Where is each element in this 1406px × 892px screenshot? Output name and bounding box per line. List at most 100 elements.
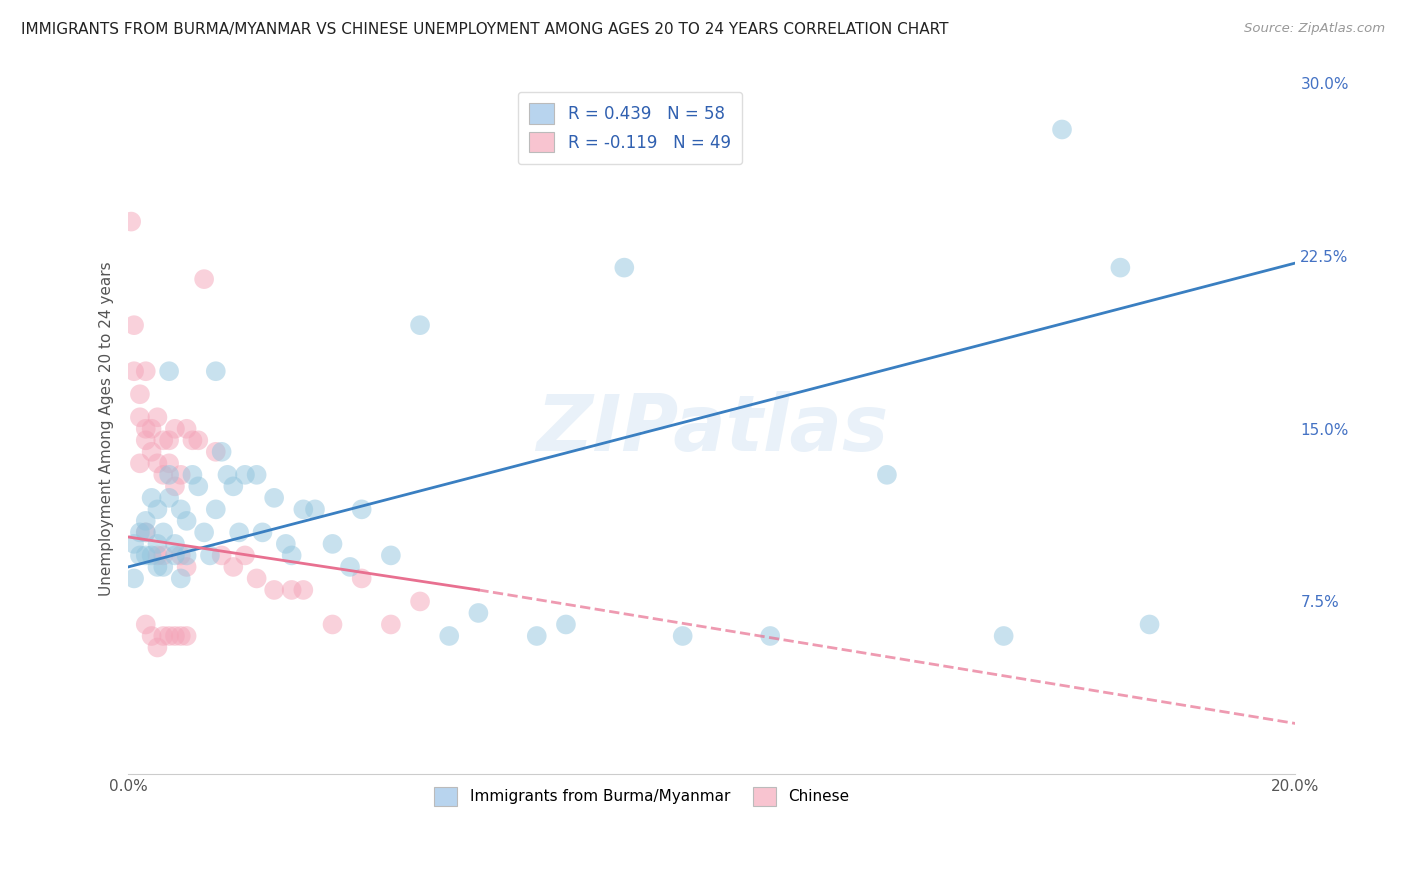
Text: Source: ZipAtlas.com: Source: ZipAtlas.com	[1244, 22, 1385, 36]
Point	[157, 467, 180, 482]
Point	[146, 410, 169, 425]
Point	[152, 629, 174, 643]
Point	[129, 410, 152, 425]
Point	[217, 467, 239, 482]
Point	[122, 364, 145, 378]
Point	[170, 549, 193, 563]
Point	[439, 629, 461, 643]
Point	[380, 549, 402, 563]
Point	[526, 629, 548, 643]
Text: ZIPatlas: ZIPatlas	[536, 391, 889, 467]
Point	[135, 617, 157, 632]
Point	[135, 525, 157, 540]
Point	[176, 514, 198, 528]
Point	[292, 582, 315, 597]
Point	[1050, 122, 1073, 136]
Point	[211, 549, 233, 563]
Point	[280, 549, 302, 563]
Point	[1139, 617, 1161, 632]
Point	[152, 525, 174, 540]
Point	[176, 560, 198, 574]
Point	[141, 491, 163, 505]
Point	[122, 537, 145, 551]
Point	[176, 549, 198, 563]
Point	[228, 525, 250, 540]
Point	[409, 318, 432, 333]
Point	[222, 560, 245, 574]
Point	[350, 571, 373, 585]
Point	[876, 467, 898, 482]
Point	[157, 434, 180, 448]
Point	[246, 571, 269, 585]
Point	[321, 537, 343, 551]
Point	[157, 456, 180, 470]
Point	[193, 525, 215, 540]
Point	[555, 617, 578, 632]
Point	[146, 502, 169, 516]
Point	[222, 479, 245, 493]
Point	[157, 491, 180, 505]
Point	[181, 434, 204, 448]
Point	[120, 214, 142, 228]
Point	[122, 318, 145, 333]
Point	[233, 549, 256, 563]
Point	[304, 502, 326, 516]
Point	[613, 260, 636, 275]
Point	[152, 549, 174, 563]
Point	[409, 594, 432, 608]
Text: IMMIGRANTS FROM BURMA/MYANMAR VS CHINESE UNEMPLOYMENT AMONG AGES 20 TO 24 YEARS : IMMIGRANTS FROM BURMA/MYANMAR VS CHINESE…	[21, 22, 949, 37]
Point	[170, 629, 193, 643]
Point	[135, 514, 157, 528]
Point	[321, 617, 343, 632]
Legend: Immigrants from Burma/Myanmar, Chinese: Immigrants from Burma/Myanmar, Chinese	[425, 778, 858, 814]
Point	[176, 629, 198, 643]
Point	[467, 606, 489, 620]
Point	[170, 502, 193, 516]
Point	[135, 549, 157, 563]
Point	[993, 629, 1015, 643]
Point	[170, 467, 193, 482]
Point	[152, 434, 174, 448]
Point	[204, 364, 226, 378]
Point	[157, 629, 180, 643]
Point	[233, 467, 256, 482]
Point	[163, 629, 186, 643]
Point	[380, 617, 402, 632]
Point	[152, 467, 174, 482]
Point	[204, 502, 226, 516]
Point	[170, 571, 193, 585]
Point	[129, 456, 152, 470]
Point	[141, 629, 163, 643]
Point	[141, 549, 163, 563]
Point	[152, 560, 174, 574]
Point	[163, 479, 186, 493]
Point	[135, 364, 157, 378]
Point	[187, 479, 209, 493]
Point	[146, 549, 169, 563]
Point	[198, 549, 221, 563]
Point	[129, 525, 152, 540]
Point	[135, 525, 157, 540]
Point	[246, 467, 269, 482]
Point	[146, 537, 169, 551]
Point	[193, 272, 215, 286]
Point	[181, 467, 204, 482]
Point	[122, 571, 145, 585]
Point	[339, 560, 361, 574]
Point	[146, 560, 169, 574]
Point	[280, 582, 302, 597]
Point	[274, 537, 297, 551]
Point	[163, 422, 186, 436]
Point	[252, 525, 274, 540]
Point	[146, 456, 169, 470]
Point	[135, 422, 157, 436]
Point	[157, 364, 180, 378]
Point	[129, 387, 152, 401]
Point	[292, 502, 315, 516]
Point	[1109, 260, 1132, 275]
Point	[141, 422, 163, 436]
Point	[146, 640, 169, 655]
Point	[672, 629, 695, 643]
Point	[187, 434, 209, 448]
Point	[350, 502, 373, 516]
